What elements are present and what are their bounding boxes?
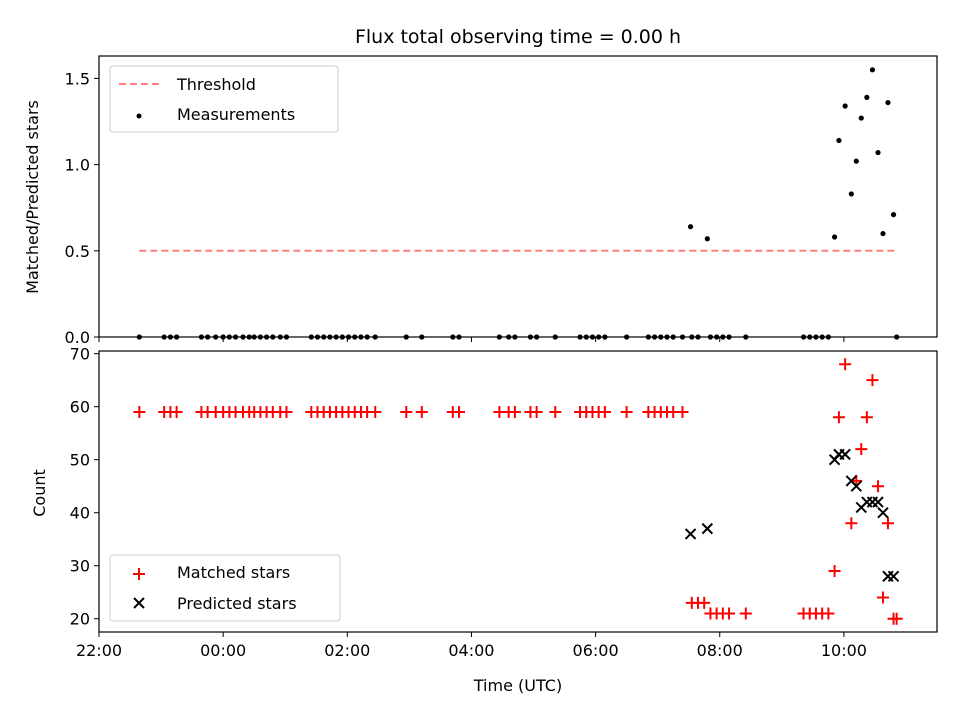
y-tick-label: 0.0 — [65, 328, 90, 347]
y-tick-label: 50 — [70, 451, 90, 470]
top-axes-frame — [98, 55, 938, 338]
top-legend: Threshold Measurements — [109, 65, 339, 133]
count-panel: Count Time (UTC) 20 30 40 50 60 70 22:00 00:00 0… — [30, 345, 938, 695]
y-tick-label: 60 — [70, 398, 90, 417]
measurements-point — [858, 115, 864, 121]
matched-stars-point — [415, 405, 428, 418]
matched-stars-point — [739, 607, 752, 620]
x-tick-label: 08:00 — [697, 641, 743, 660]
bottom-legend: Matched stars Predicted stars — [109, 554, 341, 622]
matched-stars-point — [453, 405, 466, 418]
legend-measurements-swatch — [136, 113, 142, 119]
matched-stars-point — [508, 405, 521, 418]
matched-stars-point — [822, 607, 835, 620]
matched-stars-point — [133, 405, 146, 418]
predicted-stars-point — [850, 480, 863, 492]
measurements-point — [831, 234, 838, 240]
matched-stars-point — [845, 517, 858, 530]
matched-stars-point — [400, 405, 413, 418]
matched-stars-point — [598, 405, 611, 418]
bottom-legend-box — [109, 554, 341, 622]
y-tick-label: 40 — [70, 504, 90, 523]
y-tick-label: 70 — [70, 345, 90, 364]
matched-stars-point — [855, 443, 868, 456]
matched-stars-point — [620, 405, 633, 418]
measurements-point — [885, 99, 891, 106]
measurements-point — [704, 236, 710, 242]
matched-stars-point — [832, 411, 845, 424]
x-tick-label: 22:00 — [76, 641, 122, 660]
x-tick-label: 04:00 — [448, 641, 494, 660]
x-tick-label: 06:00 — [573, 641, 619, 660]
ratio-panel: Matched/Predicted stars 0.0 0.5 1.0 1.5 Thr… — [23, 55, 938, 347]
legend-predicted-swatch — [133, 597, 145, 609]
matched-stars-point — [280, 405, 293, 418]
bottom-plot-area — [133, 358, 903, 625]
top-ylabel: Matched/Predicted stars — [23, 100, 42, 294]
measurements-point — [864, 94, 870, 100]
matched-stars-point — [860, 411, 873, 424]
matched-stars-point — [866, 374, 879, 387]
bottom-axes-frame — [98, 350, 938, 633]
predicted-stars-point — [887, 570, 900, 583]
matched-stars-point — [890, 612, 903, 625]
matched-stars-point — [839, 358, 852, 371]
measurements-point — [848, 191, 854, 197]
matched-stars-point — [549, 405, 562, 418]
predicted-stars-point — [839, 448, 851, 461]
x-tick-label: 00:00 — [200, 641, 246, 660]
measurements-point — [836, 137, 842, 144]
measurements-point — [853, 158, 859, 164]
x-tick-label: 10:00 — [821, 641, 867, 660]
measurements-point — [869, 67, 876, 73]
measurements-point — [687, 224, 694, 230]
legend-measurements-label: Measurements — [177, 105, 295, 124]
y-tick-label: 20 — [70, 610, 90, 629]
predicted-stars-point — [872, 496, 884, 508]
legend-predicted-label: Predicted stars — [177, 594, 297, 613]
legend-matched-label: Matched stars — [177, 563, 290, 582]
matched-stars-point — [676, 405, 689, 418]
y-tick-label: 1.5 — [65, 69, 90, 88]
matched-stars-point — [723, 607, 736, 620]
matched-stars-point — [369, 405, 382, 418]
matched-stars-point — [698, 596, 711, 609]
predicted-stars-point — [701, 522, 714, 535]
matched-stars-point — [872, 480, 885, 493]
matched-stars-point — [530, 405, 543, 418]
matched-stars-point — [828, 565, 841, 578]
matched-stars-point — [881, 517, 894, 530]
y-tick-label: 0.5 — [65, 242, 90, 261]
measurements-point — [842, 103, 848, 109]
x-tick-label: 02:00 — [324, 641, 370, 660]
legend-matched-swatch — [133, 568, 145, 580]
measurements-point — [880, 230, 886, 237]
bottom-ylabel: Count — [30, 469, 49, 517]
top-plot-area — [136, 67, 900, 340]
matched-stars-point — [170, 405, 183, 418]
top-axis-ticks: 0.0 0.5 1.0 1.5 — [65, 69, 845, 347]
figure-title: Flux total observing time = 0.00 h — [355, 26, 681, 48]
predicted-stars-point — [877, 507, 889, 519]
y-tick-label: 1.0 — [65, 156, 90, 175]
bottom-xlabel: Time (UTC) — [473, 676, 562, 695]
predicted-stars-point — [684, 528, 697, 540]
measurements-point — [875, 149, 881, 156]
measurements-point — [890, 212, 897, 218]
y-tick-label: 30 — [70, 557, 90, 576]
bottom-axis-ticks: 20 30 40 50 60 70 22:00 00:00 02:00 04:00 06:00 08:… — [70, 345, 867, 660]
matched-stars-point — [876, 591, 889, 604]
legend-threshold-label: Threshold — [176, 75, 256, 94]
top-legend-box — [109, 65, 339, 133]
